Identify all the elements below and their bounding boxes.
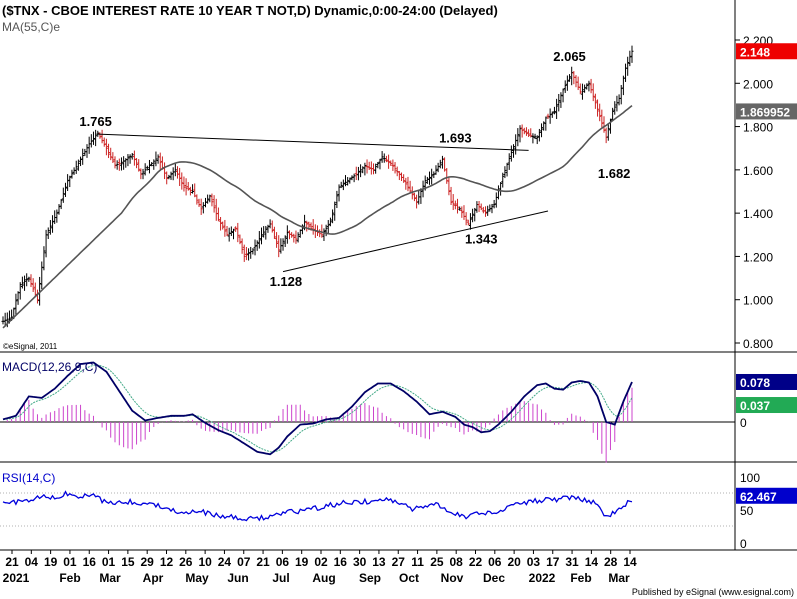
month-label: Sep — [359, 571, 381, 585]
rsi-axis-label-100: 100 — [740, 471, 760, 485]
month-label: 2022 — [529, 571, 556, 585]
price-last-badge-bg — [736, 43, 797, 60]
axes: 2.2002.0001.8001.6001.4001.2001.0000.800… — [3, 34, 797, 585]
ma-label: MA(55,C)e — [2, 20, 60, 34]
price-axis-label-1-000: 1.000 — [743, 294, 773, 308]
macd-axis-label-0: 0 — [740, 416, 747, 430]
price-axis-label-1-400: 1.400 — [743, 207, 773, 221]
month-label: Nov — [441, 571, 464, 585]
price-axis-label-2-000: 2.000 — [743, 77, 773, 91]
rsi-panel — [2, 490, 633, 522]
month-label: Jun — [227, 571, 248, 585]
price-axis-label-1-200: 1.200 — [743, 250, 773, 264]
footer-published: Published by eSignal (www.esignal.com) — [632, 587, 794, 597]
rsi-line — [2, 490, 633, 522]
ma-55-line — [2, 104, 633, 329]
price-panel: 1.765 1.693 2.065 1.682 1.343 1.128 — [1, 45, 634, 329]
x-tick-label: 14 — [623, 555, 637, 569]
x-tick-label: 02 — [314, 555, 328, 569]
signal-last-badge: 0.037 — [740, 399, 770, 413]
month-label: Mar — [608, 571, 630, 585]
x-tick-label: 07 — [237, 555, 251, 569]
ma-last-badge: 1.869952 — [740, 105, 790, 119]
month-label: Oct — [399, 571, 419, 585]
x-tick-label: 03 — [527, 555, 541, 569]
annotation-1-682: 1.682 — [598, 166, 631, 181]
month-label: Jul — [272, 571, 289, 585]
macd-label: MACD(12,26,9,C) — [2, 360, 97, 374]
x-tick-label: 25 — [430, 555, 444, 569]
signal-last-badge-bg — [736, 397, 797, 414]
rsi-label: RSI(14,C) — [2, 471, 55, 485]
trendline-2 — [282, 210, 549, 273]
month-label: Apr — [143, 571, 164, 585]
month-label: May — [185, 571, 209, 585]
x-tick-label: 10 — [198, 555, 212, 569]
price-axis-label-1-800: 1.800 — [743, 121, 773, 135]
rsi-last-badge-bg — [736, 487, 797, 504]
rsi-last-badge: 62.467 — [740, 490, 777, 504]
macd-last-badge: 0.078 — [740, 376, 770, 390]
x-tick-label: 01 — [102, 555, 116, 569]
chart-title: ($TNX - CBOE INTEREST RATE 10 YEAR T NOT… — [2, 3, 498, 18]
annotation-1-693: 1.693 — [439, 131, 472, 146]
x-tick-label: 24 — [218, 555, 232, 569]
annotation-1-343: 1.343 — [465, 231, 498, 246]
trendline-1 — [97, 133, 529, 151]
x-tick-label: 26 — [179, 555, 193, 569]
x-tick-label: 06 — [488, 555, 502, 569]
x-tick-label: 15 — [121, 555, 135, 569]
annotation-2-065: 2.065 — [553, 49, 586, 64]
month-label: Mar — [99, 571, 121, 585]
x-tick-label: 31 — [565, 555, 579, 569]
month-label: Dec — [483, 571, 505, 585]
x-tick-label: 29 — [141, 555, 155, 569]
month-label: 2021 — [3, 571, 30, 585]
x-tick-label: 08 — [450, 555, 464, 569]
month-label: Aug — [312, 571, 335, 585]
macd-panel — [2, 361, 633, 463]
price-last-badge: 2.148 — [740, 45, 770, 59]
macd-last-badge-bg — [736, 373, 797, 390]
x-tick-label: 11 — [411, 555, 424, 569]
x-tick-label: 21 — [5, 555, 19, 569]
macd-signal-line — [2, 364, 633, 453]
x-tick-label: 12 — [160, 555, 174, 569]
annotation-1-765: 1.765 — [79, 114, 112, 129]
x-tick-label: 19 — [44, 555, 58, 569]
x-tick-label: 22 — [469, 555, 483, 569]
x-tick-label: 30 — [353, 555, 367, 569]
x-tick-label: 04 — [25, 555, 39, 569]
x-tick-label: 19 — [295, 555, 309, 569]
x-tick-label: 27 — [392, 555, 406, 569]
macd-line — [2, 361, 633, 456]
month-label: Feb — [59, 571, 80, 585]
rsi-axis-label-0: 0 — [740, 537, 747, 551]
x-tick-label: 28 — [604, 555, 618, 569]
x-tick-label: 17 — [546, 555, 560, 569]
month-label: Feb — [570, 571, 591, 585]
annotation-1-128: 1.128 — [270, 274, 303, 289]
esignal-watermark: ©eSignal, 2011 — [3, 342, 58, 351]
price-axis-label-1-600: 1.600 — [743, 164, 773, 178]
ma-last-badge-bg — [736, 103, 797, 120]
x-tick-label: 01 — [63, 555, 77, 569]
x-tick-label: 21 — [256, 555, 270, 569]
x-tick-label: 13 — [372, 555, 386, 569]
x-tick-label: 14 — [585, 555, 599, 569]
x-tick-label: 20 — [507, 555, 521, 569]
x-tick-label: 16 — [83, 555, 97, 569]
price-axis-label-0-800: 0.800 — [743, 337, 773, 351]
x-tick-label: 06 — [276, 555, 290, 569]
x-tick-label: 16 — [334, 555, 348, 569]
rsi-axis-label-50: 50 — [740, 504, 754, 518]
